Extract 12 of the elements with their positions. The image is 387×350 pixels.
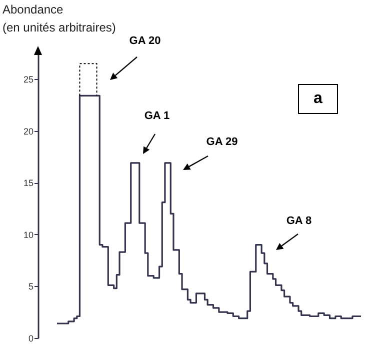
annotation: a: [298, 84, 338, 114]
annotation: GA 29: [206, 136, 238, 148]
annotation: GA 8: [286, 215, 312, 227]
y-axis-title: Abondance (en unités arbitraires): [2, 2, 116, 34]
y-tick-label: 0: [28, 334, 34, 344]
text: GA 20: [129, 35, 161, 47]
annotation: GA 1: [144, 110, 170, 122]
y-tick-label: 15: [23, 178, 34, 188]
y-tick-label: 20: [23, 126, 34, 136]
y-tick-label: 25: [23, 74, 34, 85]
y-tick-label: 10: [23, 230, 34, 240]
y-tick-label: 5: [28, 282, 34, 292]
